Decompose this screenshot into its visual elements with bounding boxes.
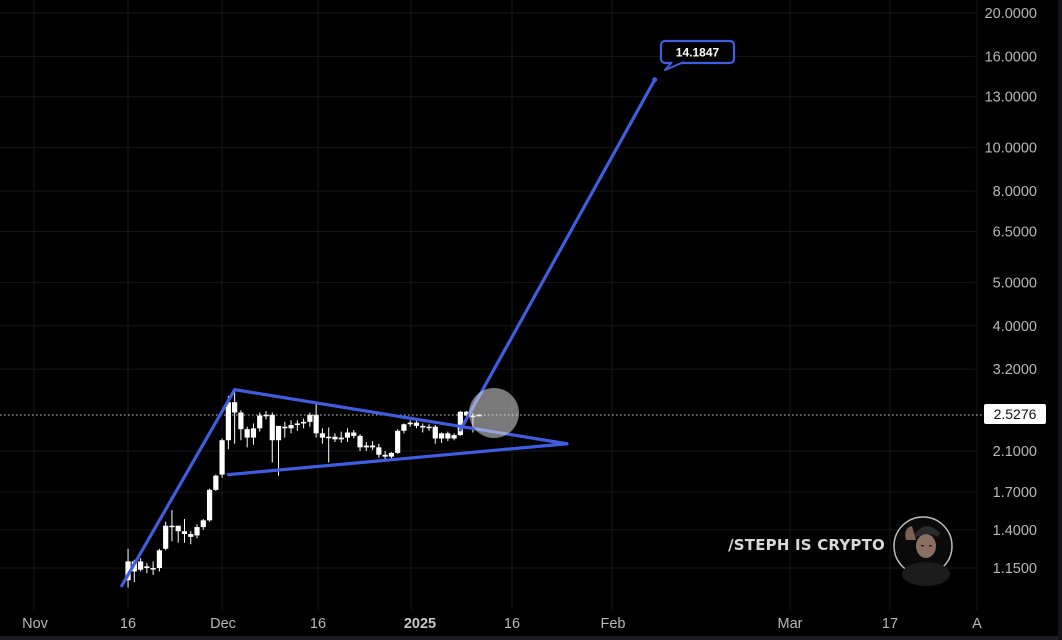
time-axis-label: 16 — [310, 616, 326, 632]
candle — [232, 390, 238, 444]
candle — [401, 423, 407, 434]
price-axis-label: 13.0000 — [985, 90, 1037, 106]
price-axis-label: 10.0000 — [985, 141, 1037, 157]
candle — [326, 427, 332, 463]
candle — [376, 443, 382, 458]
callout-box — [659, 39, 736, 65]
candle — [188, 531, 194, 545]
candle — [451, 433, 457, 441]
time-axis-label: 16 — [504, 616, 520, 632]
price-tag-label: 2.5276 — [994, 406, 1037, 422]
candle — [137, 558, 144, 572]
candle — [150, 561, 156, 575]
candle — [344, 428, 351, 442]
time-axis[interactable]: Nov 16 Dec 16 2025 16 Feb Mar 17 A — [22, 616, 982, 632]
candle — [244, 426, 250, 448]
candle — [288, 420, 294, 434]
candle — [144, 563, 150, 574]
candle — [275, 425, 282, 476]
bottom-border — [0, 636, 1062, 640]
candle — [432, 425, 438, 444]
avatar — [893, 516, 953, 586]
price-axis-label: 3.2000 — [993, 362, 1037, 378]
candle — [163, 521, 169, 551]
candle — [194, 524, 200, 539]
candle — [181, 519, 188, 543]
candle — [156, 548, 162, 572]
candle — [457, 411, 463, 436]
candle — [250, 423, 257, 445]
pennant-lower-trendline[interactable] — [226, 442, 569, 477]
candle — [338, 431, 344, 443]
candle — [438, 432, 445, 443]
candle — [395, 429, 401, 454]
price-axis-label: 2.1000 — [993, 444, 1037, 460]
candle — [125, 548, 131, 588]
price-axis-label: 1.4000 — [993, 523, 1037, 539]
price-axis[interactable]: 20.0000 16.0000 13.0000 10.0000 8.0000 6.5000… — [985, 6, 1037, 577]
time-axis-label: 2025 — [404, 616, 436, 632]
price-axis-label: 8.0000 — [993, 184, 1037, 200]
pennant-upper-trendline[interactable] — [233, 388, 569, 446]
flagpole-trendline[interactable] — [120, 388, 237, 588]
current-price-tag: 2.5276 — [984, 404, 1046, 424]
trendline-drawings[interactable] — [120, 77, 658, 588]
candle — [445, 431, 451, 442]
time-axis-label: Dec — [210, 616, 236, 632]
candle — [238, 410, 244, 441]
candle — [294, 420, 300, 431]
candle — [307, 412, 313, 427]
candle — [357, 434, 363, 452]
price-axis-label: 4.0000 — [993, 319, 1037, 335]
right-border — [1058, 0, 1062, 640]
candle — [169, 510, 175, 542]
candle — [369, 441, 376, 451]
candle — [257, 412, 263, 432]
candle — [420, 423, 426, 433]
candle — [407, 420, 413, 427]
target-projection-line[interactable] — [458, 78, 657, 432]
candlestick-series — [125, 390, 482, 588]
callout-pointer — [664, 61, 685, 71]
time-axis-label: Nov — [22, 616, 49, 632]
price-axis-label: 20.0000 — [985, 6, 1037, 22]
watermark-text: /STEPH IS CRYPTO — [728, 536, 885, 554]
candle — [363, 441, 369, 452]
time-axis-label: Feb — [601, 616, 626, 632]
callout-label: 14.1847 — [676, 46, 720, 60]
candle — [301, 418, 307, 429]
watermark: /STEPH IS CRYPTO — [728, 516, 953, 586]
candle — [213, 474, 219, 491]
candle — [426, 424, 432, 431]
time-axis-label: A — [972, 616, 982, 632]
candle — [269, 412, 275, 463]
price-tag-box — [984, 404, 1046, 424]
time-axis-label: Mar — [778, 616, 803, 632]
chart-grid — [0, 0, 978, 610]
price-axis-label: 1.7000 — [993, 485, 1037, 501]
candle — [282, 421, 288, 438]
candle — [200, 519, 206, 530]
time-axis-label: 17 — [882, 616, 898, 632]
target-price-callout[interactable]: 14.1847 — [659, 39, 736, 71]
candle — [413, 420, 420, 429]
price-axis-label: 6.5000 — [993, 224, 1037, 240]
price-axis-label: 1.1500 — [993, 561, 1037, 577]
candle — [332, 433, 338, 442]
candle — [219, 438, 225, 478]
candle — [313, 404, 319, 438]
candle — [175, 525, 181, 543]
time-axis-label: 16 — [120, 616, 136, 632]
candle — [225, 395, 231, 450]
candle — [351, 429, 357, 439]
breakout-highlight-circle — [469, 388, 519, 438]
price-axis-label: 5.0000 — [993, 275, 1037, 291]
projection-endpoint[interactable] — [652, 77, 658, 83]
price-axis-label: 16.0000 — [985, 49, 1037, 65]
candle — [263, 411, 269, 420]
candle — [206, 488, 213, 522]
candle — [319, 428, 326, 444]
